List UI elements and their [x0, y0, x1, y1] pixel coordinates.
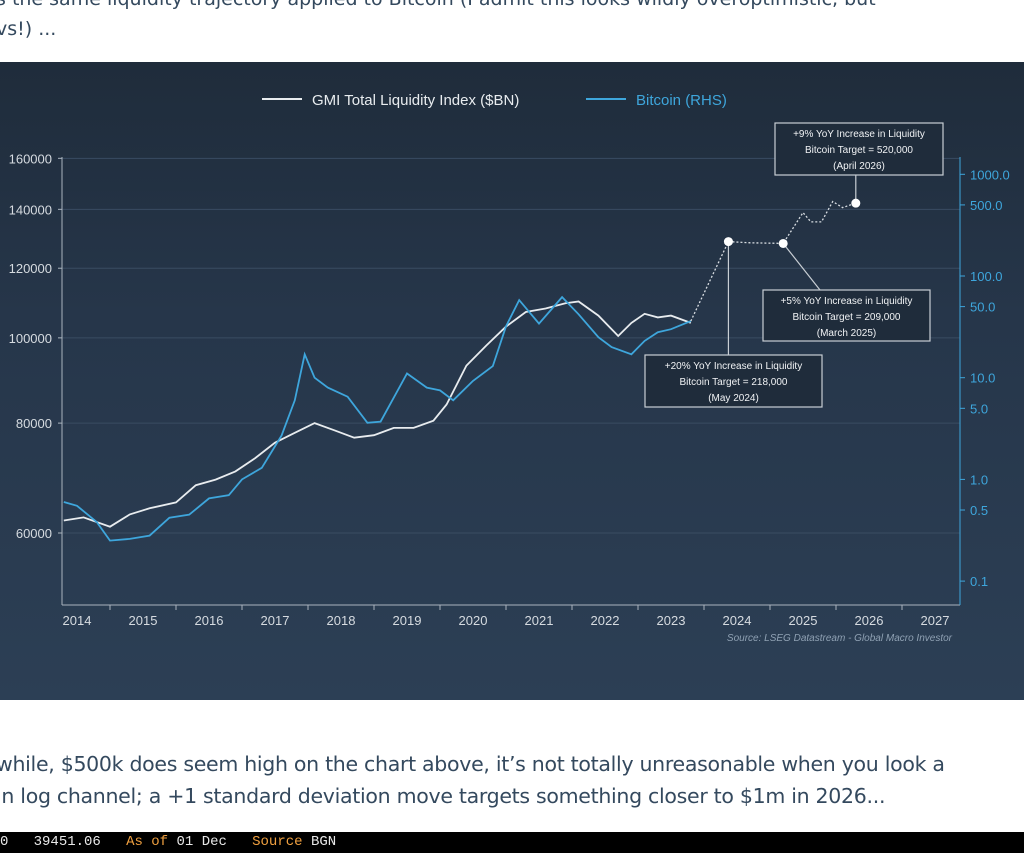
annotation-box [774, 122, 944, 176]
annotation-box [644, 354, 823, 408]
x-tick-label: 2014 [63, 613, 92, 628]
target-point [851, 198, 861, 208]
x-tick-label: 2017 [261, 613, 290, 628]
right-tick-label: 1.0 [970, 472, 988, 487]
target-point [723, 237, 733, 247]
annotation-text: Bitcoin Target = 218,000 [680, 377, 788, 388]
x-tick-label: 2022 [591, 613, 620, 628]
ticker-prefix: 0 [0, 834, 9, 850]
right-tick-label: 50.0 [970, 300, 995, 315]
annotation-text: +9% YoY Increase in Liquidity [793, 129, 925, 140]
outro-text-line-2: in log channel; a +1 standard deviation … [0, 784, 886, 808]
source-value: BGN [310, 834, 337, 850]
chart-svg: 60000 80000 100000 120000 140000 160000 1000.0… [9, 92, 1010, 644]
x-tick-label: 2025 [789, 613, 818, 628]
x-tick-label: 2016 [195, 613, 224, 628]
right-tick-label: 100.0 [970, 269, 1003, 284]
annotation-text: (May 2024) [708, 393, 759, 404]
series-line-1 [63, 295, 692, 542]
x-tick-label: 2026 [855, 613, 884, 628]
annotation-text: Bitcoin Target = 520,000 [805, 145, 913, 156]
as-of-value: 01 Dec [176, 834, 227, 850]
annotation-text: (March 2025) [817, 328, 876, 339]
intro-text-line-1: s the same liquidity trajectory applied … [0, 0, 876, 10]
outro-text-line-1: while, $500k does seem high on the chart… [0, 752, 945, 776]
target-point [778, 238, 788, 248]
liquidity-bitcoin-chart: 60000 80000 100000 120000 140000 160000 1000.0… [0, 62, 1024, 700]
right-tick-label: 0.5 [970, 503, 988, 518]
x-tick-label: 2024 [723, 613, 752, 628]
annotation-text: Bitcoin Target = 209,000 [793, 312, 901, 323]
x-tick-label: 2015 [129, 613, 158, 628]
x-tick-label: 2021 [525, 613, 554, 628]
legend-label-bitcoin: Bitcoin (RHS) [636, 92, 727, 109]
annotation-text: +20% YoY Increase in Liquidity [665, 361, 802, 372]
intro-text-line-2: vs!) ... [0, 18, 57, 40]
left-tick-label: 120000 [9, 261, 52, 276]
x-tick-label: 2018 [327, 613, 356, 628]
x-tick-label: 2019 [393, 613, 422, 628]
left-tick-label: 80000 [16, 416, 52, 431]
series-line-2 [690, 200, 857, 322]
source-label: Source [252, 834, 303, 850]
annotation-box [762, 289, 931, 342]
right-tick-label: 1000.0 [970, 167, 1010, 182]
left-tick-label: 60000 [16, 526, 52, 541]
left-tick-label: 100000 [9, 331, 52, 346]
annotation-connector [782, 243, 821, 291]
as-of-label: As of [126, 834, 169, 850]
left-tick-label: 160000 [9, 151, 52, 166]
legend-label-liquidity: GMI Total Liquidity Index ($BN) [312, 92, 519, 109]
source-note: Source: LSEG Datastream - Global Macro I… [727, 633, 953, 644]
ticker-value: 39451.06 [33, 834, 101, 850]
left-tick-label: 140000 [9, 202, 52, 217]
right-tick-label: 0.1 [970, 574, 988, 589]
annotation-text: (April 2026) [833, 161, 885, 172]
right-tick-label: 5.0 [970, 401, 988, 416]
right-tick-label: 10.0 [970, 371, 995, 386]
series-line-0 [63, 300, 692, 528]
x-tick-label: 2020 [459, 613, 488, 628]
x-tick-label: 2023 [657, 613, 686, 628]
ticker-bar: 0 39451.06 As of 01 Dec Source BGN [0, 832, 1024, 853]
x-tick-label: 2027 [921, 613, 950, 628]
right-tick-label: 500.0 [970, 198, 1003, 213]
annotation-text: +5% YoY Increase in Liquidity [781, 296, 913, 307]
